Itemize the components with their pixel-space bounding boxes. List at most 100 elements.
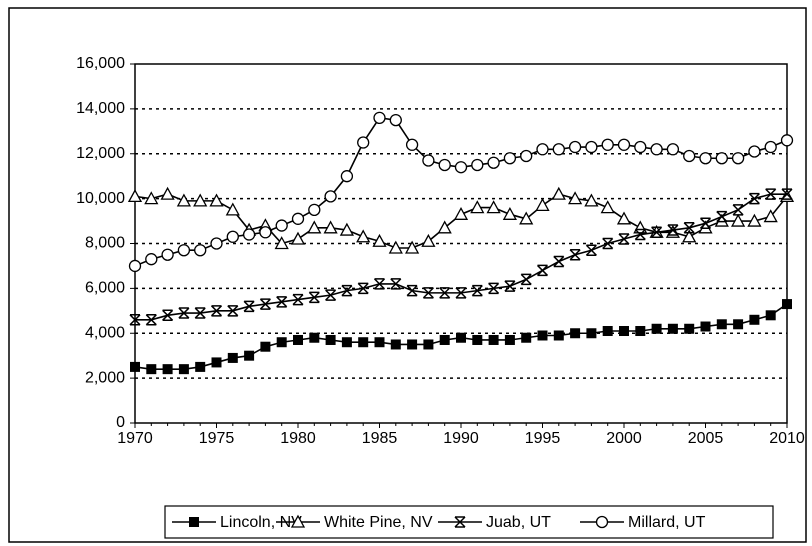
marker-shape — [210, 237, 223, 250]
marker-shape — [504, 280, 516, 292]
marker-shape — [617, 138, 631, 151]
x-tick-label: 2010 — [769, 430, 805, 447]
marker-shape — [763, 209, 778, 223]
marker-shape — [503, 152, 517, 165]
marker-shape — [209, 193, 224, 207]
marker-shape — [178, 307, 190, 319]
marker-triangle — [600, 200, 615, 214]
marker-square — [130, 361, 140, 372]
marker-circle — [145, 253, 158, 266]
marker-shape — [488, 282, 500, 295]
marker-square — [521, 332, 532, 343]
marker-shape — [520, 149, 533, 163]
marker-shape — [161, 248, 174, 261]
marker-shape — [749, 314, 760, 325]
marker-shape — [340, 170, 354, 183]
marker-shape — [407, 339, 418, 350]
marker-shape — [357, 136, 370, 149]
marker-circle — [634, 140, 647, 154]
marker-shape — [585, 244, 597, 256]
marker-shape — [504, 334, 515, 345]
x-tick-label: 2000 — [606, 430, 642, 447]
marker-shape — [226, 230, 239, 243]
marker-star — [325, 289, 337, 301]
marker-shape — [537, 330, 548, 341]
marker-triangle — [568, 191, 583, 205]
marker-circle — [487, 156, 500, 169]
marker-square — [504, 334, 515, 345]
marker-circle — [536, 143, 549, 156]
marker-circle — [259, 226, 272, 239]
marker-shape — [339, 222, 354, 236]
marker-star — [471, 284, 483, 297]
marker-shape — [453, 206, 469, 220]
marker-shape — [748, 145, 761, 158]
marker-square — [472, 334, 483, 345]
marker-triangle — [486, 200, 501, 214]
marker-square — [178, 364, 189, 375]
marker-shape — [765, 310, 776, 321]
marker-triangle — [209, 193, 224, 207]
marker-shape — [568, 140, 582, 154]
marker-square — [276, 337, 287, 348]
marker-square — [244, 350, 255, 361]
marker-shape — [651, 323, 662, 334]
marker-shape — [323, 220, 338, 234]
marker-shape — [374, 337, 385, 348]
marker-star — [455, 287, 467, 299]
marker-star — [634, 228, 646, 241]
marker-square — [765, 310, 776, 321]
marker-shape — [782, 299, 792, 310]
marker-square — [423, 339, 434, 350]
marker-circle — [780, 134, 794, 147]
marker-star — [699, 217, 712, 230]
marker-star — [716, 210, 728, 223]
marker-shape — [600, 200, 615, 214]
marker-shape — [211, 357, 222, 368]
marker-circle — [764, 140, 777, 154]
marker-circle — [275, 219, 288, 232]
marker-star — [308, 291, 320, 304]
marker-star — [276, 296, 288, 308]
marker-shape — [602, 237, 614, 250]
marker-star — [667, 224, 679, 236]
marker-shape — [552, 143, 565, 156]
marker-shape — [781, 188, 793, 200]
marker-shape — [244, 350, 255, 361]
marker-shape — [307, 220, 322, 234]
marker-shape — [290, 514, 306, 528]
marker-star — [520, 273, 532, 286]
legend-label: Lincoln, NV — [220, 514, 302, 531]
marker-triangle — [372, 233, 387, 247]
marker-shape — [570, 328, 581, 339]
x-tick-label: 1995 — [525, 430, 561, 447]
marker-star — [553, 255, 565, 268]
marker-shape — [422, 287, 434, 299]
marker-shape — [356, 229, 371, 243]
marker-shape — [373, 111, 386, 124]
marker-circle — [194, 244, 207, 257]
marker-circle — [128, 259, 142, 273]
marker-shape — [716, 319, 727, 330]
marker-shape — [388, 240, 403, 254]
marker-shape — [470, 200, 485, 214]
marker-square — [227, 352, 238, 363]
marker-star — [406, 284, 418, 297]
marker-star — [618, 233, 630, 245]
marker-square — [700, 321, 711, 332]
marker-shape — [194, 307, 206, 319]
marker-shape — [127, 189, 143, 203]
marker-circle — [373, 111, 386, 124]
marker-shape — [129, 314, 141, 326]
marker-shape — [521, 332, 532, 343]
marker-shape — [553, 255, 565, 268]
marker-shape — [373, 278, 386, 290]
marker-shape — [243, 300, 255, 313]
marker-shape — [699, 152, 712, 165]
marker-circle — [617, 138, 631, 151]
marker-circle — [438, 158, 451, 172]
marker-shape — [276, 296, 288, 308]
marker-triangle — [551, 186, 566, 200]
marker-shape — [748, 192, 760, 205]
marker-shape — [747, 213, 762, 227]
